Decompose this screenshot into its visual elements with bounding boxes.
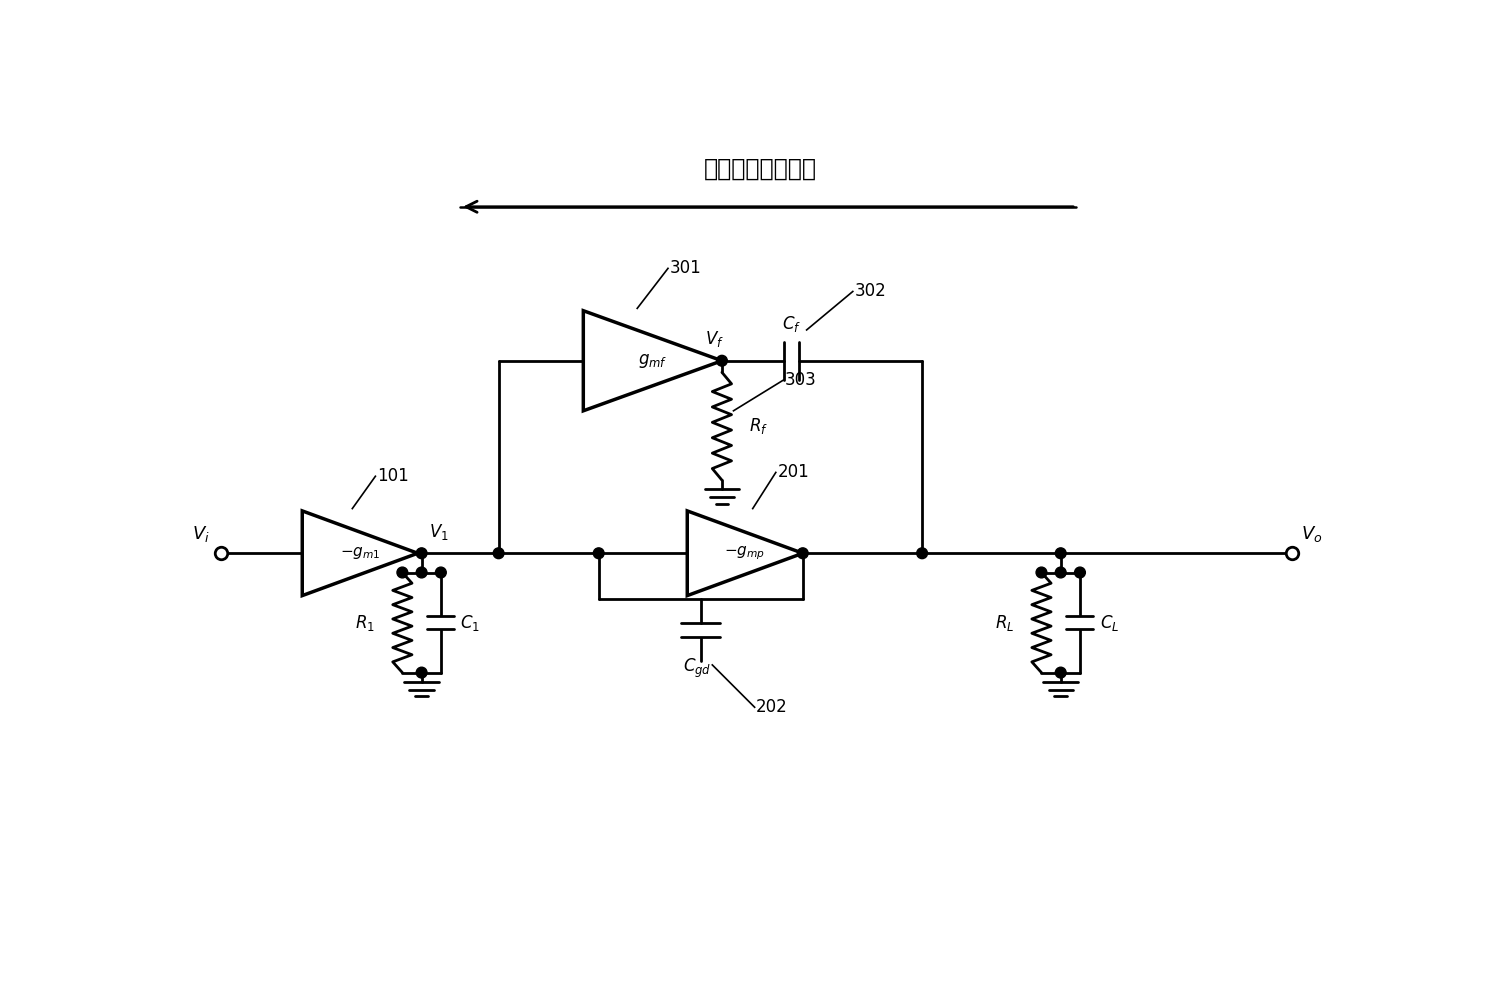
- Circle shape: [416, 548, 428, 558]
- Circle shape: [797, 548, 809, 558]
- Circle shape: [398, 567, 408, 578]
- Text: 202: 202: [756, 698, 788, 716]
- Text: 301: 301: [670, 259, 701, 278]
- Text: $-g_{m1}$: $-g_{m1}$: [339, 546, 380, 561]
- Text: $V_1$: $V_1$: [429, 522, 448, 542]
- Circle shape: [1075, 567, 1085, 578]
- Circle shape: [1055, 548, 1066, 558]
- Text: $C_{gd}$: $C_{gd}$: [683, 657, 712, 681]
- Text: $g_{mf}$: $g_{mf}$: [638, 352, 667, 369]
- Circle shape: [1036, 567, 1046, 578]
- Text: $C_L$: $C_L$: [1100, 613, 1118, 632]
- Text: $R_L$: $R_L$: [996, 613, 1015, 632]
- Text: 信号同向反馈通路: 信号同向反馈通路: [704, 157, 816, 180]
- Circle shape: [916, 548, 927, 558]
- Circle shape: [493, 548, 504, 558]
- Circle shape: [594, 548, 604, 558]
- Text: $C_f$: $C_f$: [782, 314, 801, 334]
- Text: $V_o$: $V_o$: [1301, 524, 1323, 544]
- Text: $V_i$: $V_i$: [191, 524, 209, 544]
- Text: $V_f$: $V_f$: [704, 329, 724, 350]
- Circle shape: [435, 567, 446, 578]
- Text: 303: 303: [785, 371, 816, 389]
- Circle shape: [416, 667, 428, 678]
- Circle shape: [1055, 667, 1066, 678]
- Circle shape: [1055, 567, 1066, 578]
- Text: $R_1$: $R_1$: [356, 613, 375, 632]
- Circle shape: [416, 567, 428, 578]
- Circle shape: [716, 356, 727, 366]
- Text: $R_f$: $R_f$: [749, 417, 768, 436]
- Text: 201: 201: [777, 463, 809, 482]
- Text: $-g_{mp}$: $-g_{mp}$: [725, 545, 765, 562]
- Text: 302: 302: [854, 283, 887, 300]
- Text: 101: 101: [377, 467, 408, 486]
- Text: $C_1$: $C_1$: [460, 613, 480, 632]
